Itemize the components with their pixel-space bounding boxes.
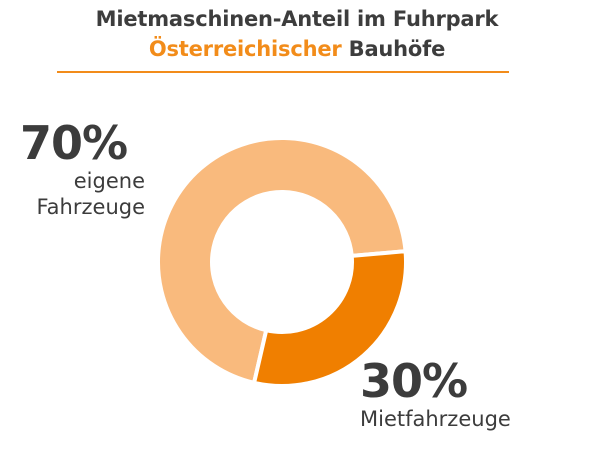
title-line-2: Österreichischer Bauhöfe — [0, 34, 594, 64]
label-own-name-line1: eigene — [73, 169, 145, 193]
chart-title: Mietmaschinen-Anteil im Fuhrpark Österre… — [0, 4, 594, 64]
title-rest: Bauhöfe — [341, 37, 446, 61]
label-rent-vehicles: 30% Mietfahrzeuge — [360, 356, 560, 432]
slice-own-vehicles — [156, 136, 408, 386]
label-rent-percent: 30% — [360, 354, 468, 408]
title-divider — [57, 71, 509, 73]
label-own-percent: 70% — [20, 116, 128, 170]
title-accent-word: Österreichischer — [148, 37, 342, 61]
label-own-name-line2: Fahrzeuge — [36, 195, 145, 219]
label-rent-name-line1: Mietfahrzeuge — [360, 407, 511, 431]
slice-rent-vehicles — [251, 249, 408, 388]
title-line-1: Mietmaschinen-Anteil im Fuhrpark — [95, 7, 499, 31]
label-own-vehicles: 70% eigene Fahrzeuge — [20, 118, 160, 220]
